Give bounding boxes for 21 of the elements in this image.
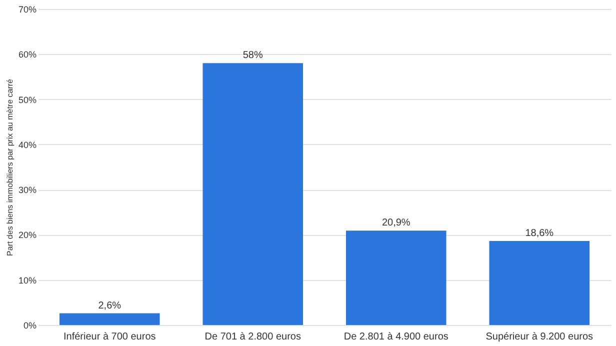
y-tick-label: 30%: [18, 185, 36, 196]
data-label: 18,6%: [525, 228, 554, 240]
bar: [59, 313, 160, 325]
y-tick-label: 20%: [18, 230, 36, 240]
y-tick-label: 70%: [18, 4, 36, 14]
bar: [489, 241, 590, 325]
y-tick-label: 10%: [18, 275, 36, 286]
bar: [346, 230, 446, 325]
x-tick-label: De 2.801 à 4.900 euros: [344, 332, 448, 342]
data-label: 2,6%: [98, 300, 122, 312]
y-tick-label: 50%: [18, 94, 36, 105]
x-tick-label: Supérieur à 9.200 euros: [486, 332, 594, 342]
bar: [202, 63, 304, 325]
data-label: 58%: [242, 50, 263, 62]
x-tick-label: De 701 à 2.800 euros: [204, 332, 301, 342]
x-tick-label: Inférieur à 700 euros: [63, 332, 156, 342]
y-axis-title: Part des biens immobiliers par prix au mètre carré: [5, 78, 14, 256]
data-label: 20,9%: [382, 218, 410, 229]
y-tick-label: 40%: [18, 140, 36, 150]
y-tick-label: 60%: [18, 50, 36, 60]
y-tick-label: 0%: [23, 320, 36, 330]
